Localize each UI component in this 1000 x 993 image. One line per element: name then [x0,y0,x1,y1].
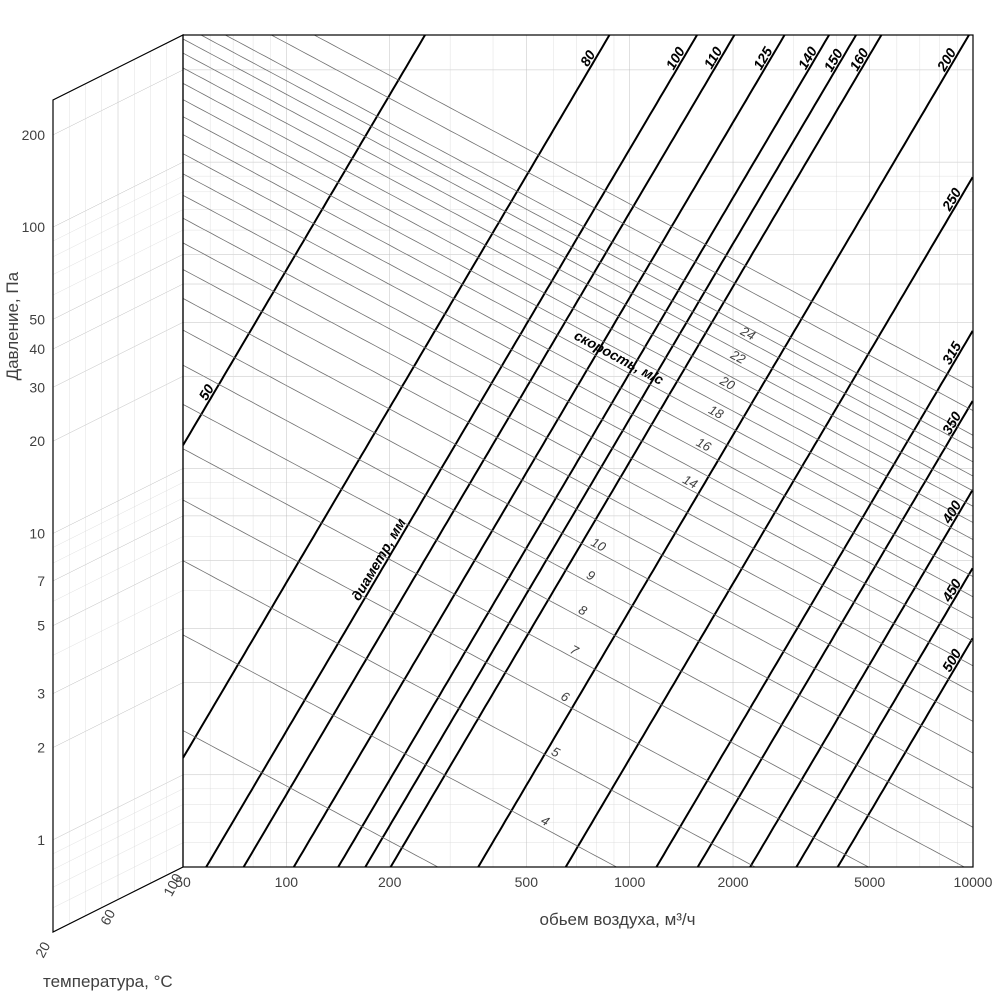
diameter-label: 350 [939,409,965,437]
velocity-label: 6 [559,688,573,705]
x-tick: 200 [378,874,402,890]
diameter-label: 160 [846,45,872,73]
diameter-label: 500 [939,646,965,674]
nomograph-svg: 50 100 200 500 1000 2000 5000 10000 1 2 3 5 7 10 20 30 4… [0,0,1000,993]
y-tick: 3 [37,686,45,702]
nomograph-container: 50 100 200 500 1000 2000 5000 10000 1 2 3 5 7 10 20 30 4… [0,0,1000,993]
x-tick: 10000 [954,874,993,890]
y-tick: 7 [37,573,45,589]
y-tick: 50 [29,311,45,327]
y-tick: 1 [37,832,45,848]
velocity-line [183,83,973,506]
velocity-line [183,53,973,476]
velocity-line [183,135,973,558]
velocity-label: 18 [706,402,727,422]
plot-frame [183,35,973,867]
y-tick: 5 [37,618,45,634]
diameter-line [183,0,973,970]
y-tick: 2 [37,740,45,756]
diameter-label: 315 [939,339,965,367]
velocity-line [183,365,973,788]
velocity-line [183,39,973,462]
velocity-label: 20 [717,372,738,393]
temp-tick: 60 [97,906,119,927]
velocity-line [183,243,973,666]
velocity-line [183,195,973,618]
x-tick: 5000 [854,874,885,890]
velocity-line [183,449,973,872]
diameter-label: 100 [662,44,688,72]
velocity-line [183,12,973,435]
diameter-label: 140 [795,44,821,72]
diameter-label: 125 [750,44,776,72]
x-tick: 1000 [614,874,645,890]
y-tick: 200 [22,127,46,143]
velocity-line [183,500,973,923]
velocity-line [183,68,973,491]
velocity-line [183,218,973,641]
velocity-label: 5 [549,744,563,761]
velocity-label: 4 [539,812,552,829]
diameter-line [183,568,973,993]
diameter-line [183,0,973,993]
diameter-label: 50 [195,381,217,403]
diameter-line [183,331,973,993]
y-tick: 10 [29,525,45,541]
diameter-legend: диаметр, мм [348,515,409,603]
diameter-label: 400 [938,497,964,526]
diameter-label: 110 [700,44,725,72]
velocity-label: 7 [568,642,582,659]
velocity-line [183,635,973,993]
diameter-label: 80 [577,47,599,69]
x-axis-label: обьем воздуха, м³/ч [540,910,696,929]
velocity-label: 9 [584,567,597,584]
x-tick: 500 [515,874,539,890]
x-tick: 100 [275,874,299,890]
velocity-label: 10 [589,534,610,554]
velocity-line [183,154,973,577]
velocity-label: 24 [737,323,758,344]
y-tick: 100 [22,219,46,235]
y-tick: 40 [29,341,45,357]
y-axis-label: Давление, Па [3,271,22,380]
diameter-line [183,0,973,993]
temp-axis-label: температура, °C [43,972,173,991]
velocity-line [183,330,973,753]
y-tick: 30 [29,379,45,395]
velocity-label: 14 [680,472,700,492]
diameter-line [183,0,973,993]
y-tick: 20 [29,433,45,449]
velocity-label: 22 [727,346,748,367]
temp-tick: 20 [32,939,54,960]
velocity-label: 8 [576,602,590,619]
diameter-line [183,0,973,993]
x-tick: 2000 [717,874,748,890]
velocity-line [183,298,973,721]
velocity-label: 16 [694,434,715,454]
